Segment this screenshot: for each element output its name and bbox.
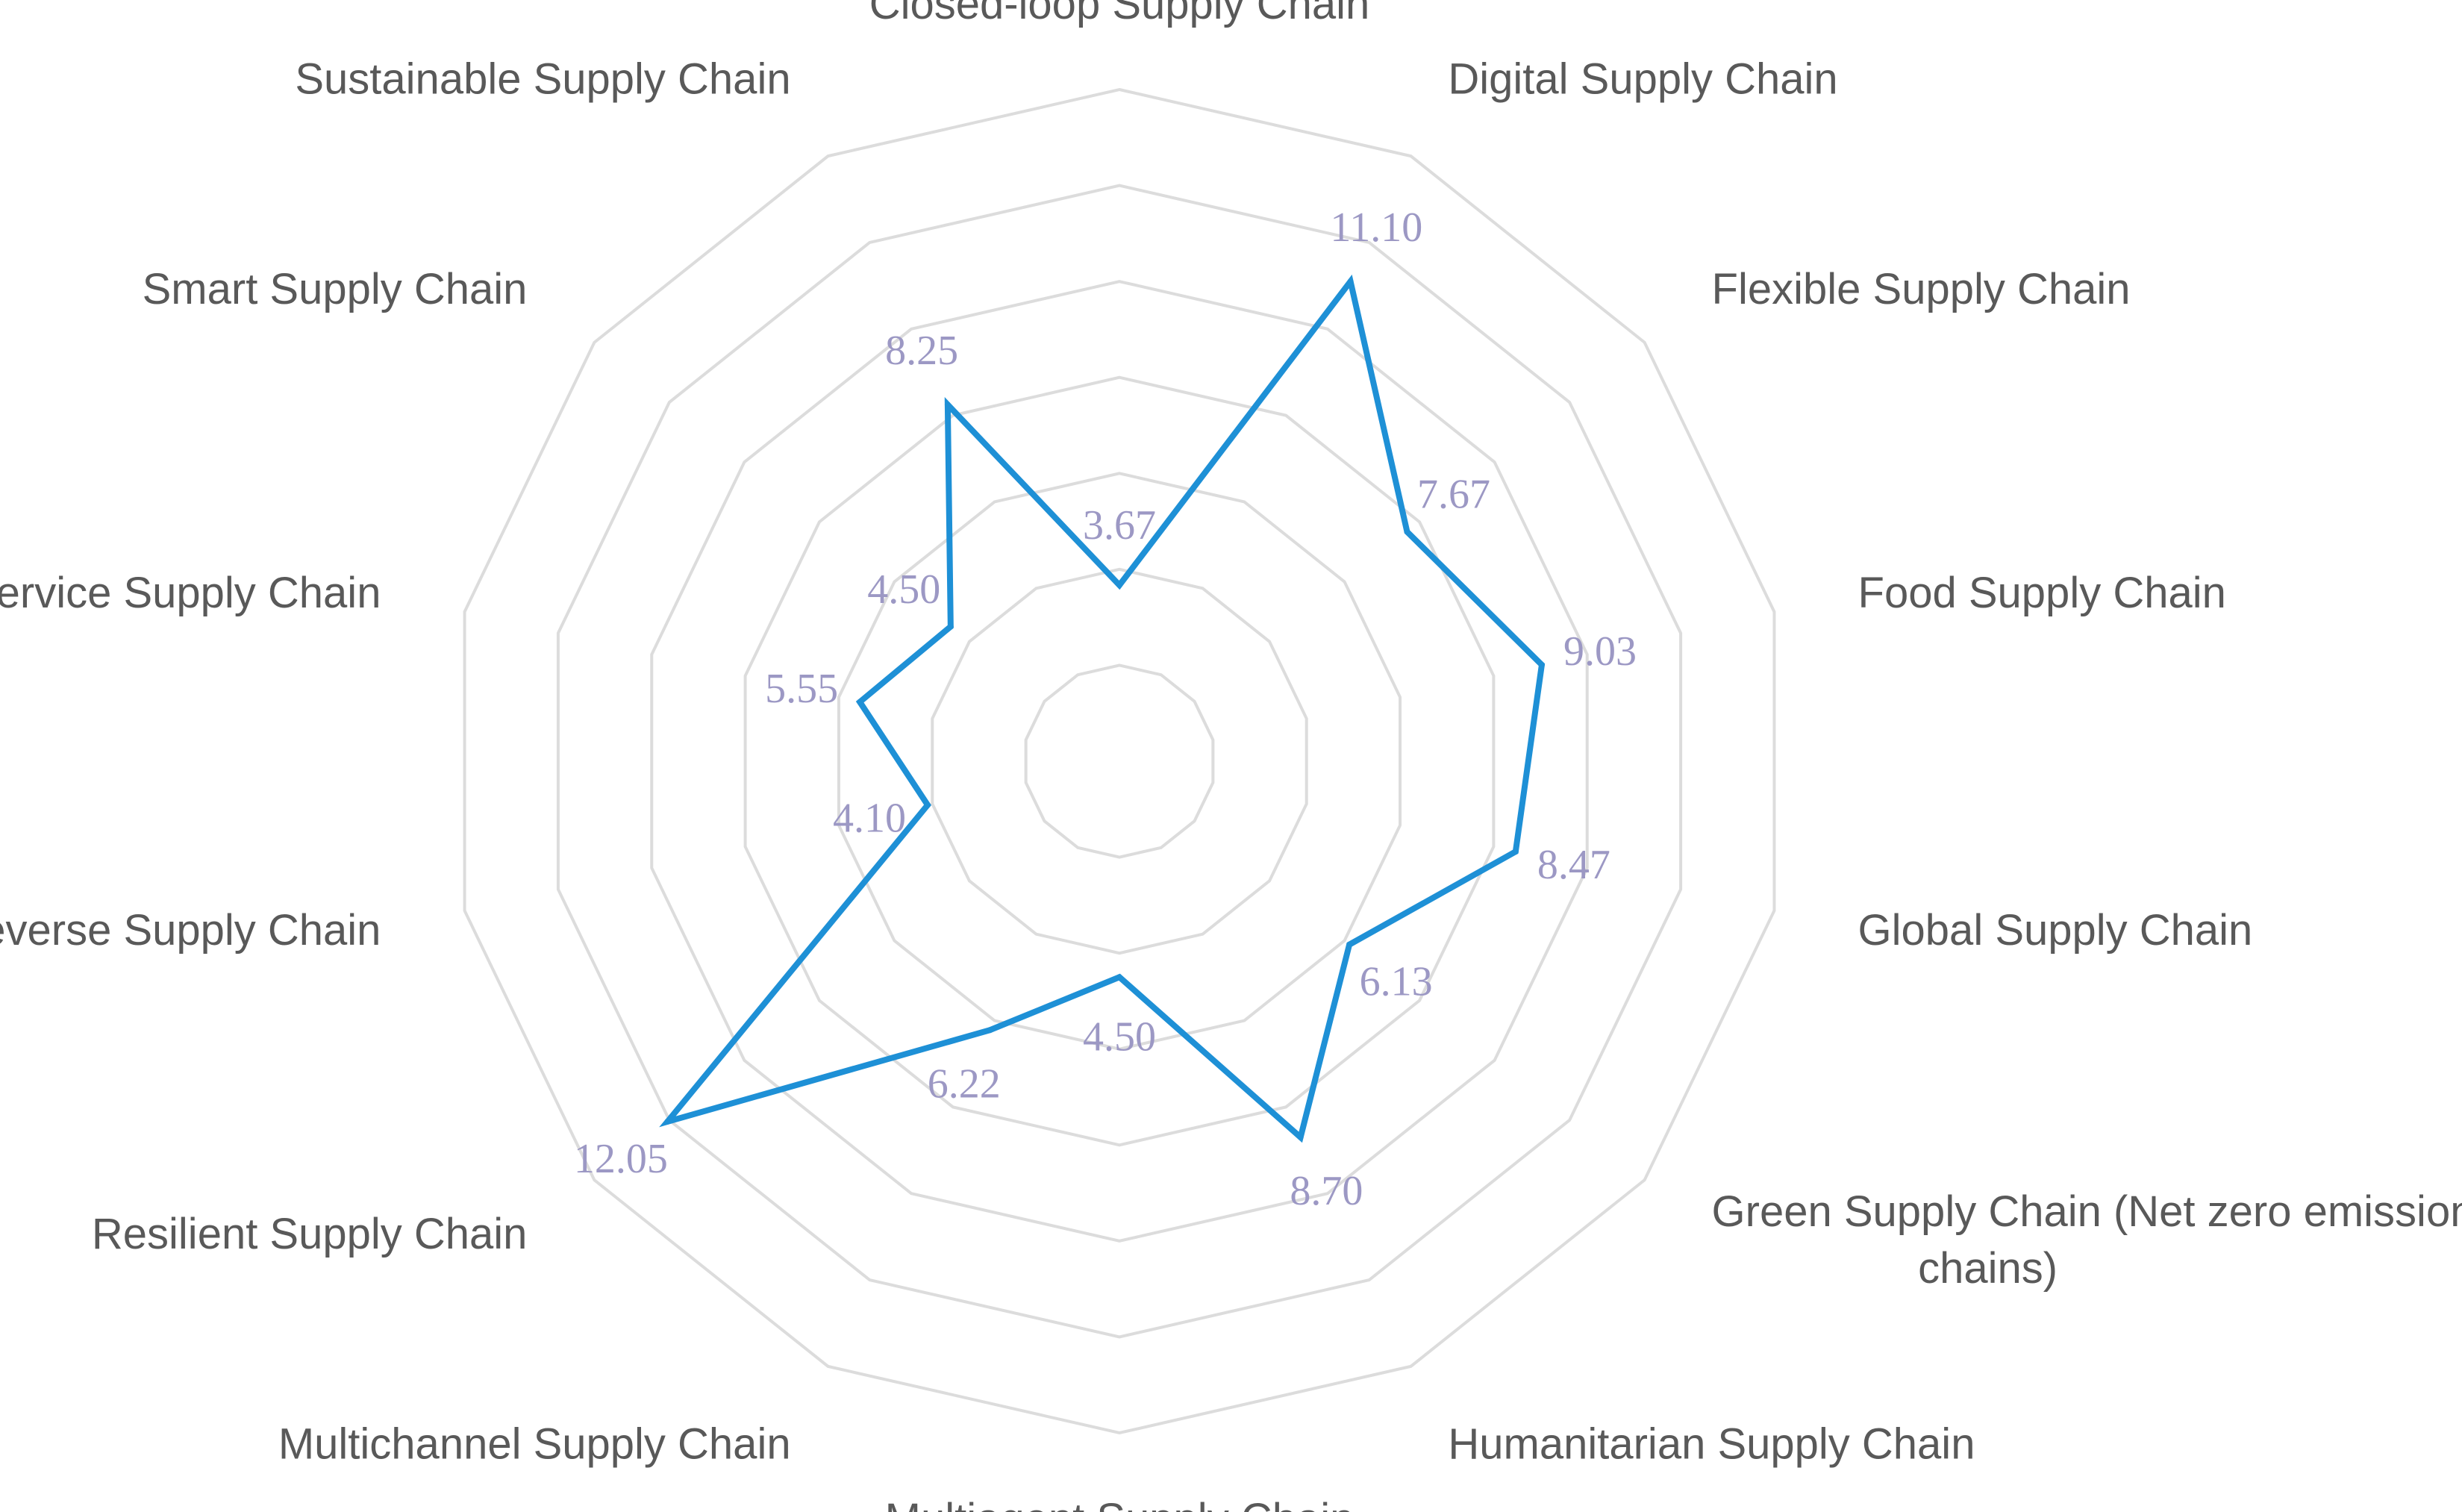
grid-ring-2 — [931, 567, 1308, 955]
value-label-3: 7.67 — [1417, 472, 1490, 518]
data-point-12 — [857, 699, 863, 705]
data-point-13 — [947, 623, 954, 630]
data-point-3 — [1404, 528, 1410, 535]
series-group — [659, 274, 1546, 1143]
data-point-5 — [1512, 849, 1519, 855]
grid-ring-7 — [463, 87, 1776, 1435]
axis-label-11: Reverse Supply Chain — [0, 906, 381, 955]
value-labels: 3.67 11.10 7.67 9.03 8.47 6.13 8.70 4.50 6.22 12.… — [574, 204, 1637, 1214]
value-label-7: 8.70 — [1290, 1168, 1363, 1214]
axis-label-9: Multichannel Supply Chain — [278, 1419, 791, 1468]
value-label-9: 6.22 — [928, 1060, 1001, 1107]
grid-ring-5 — [650, 280, 1589, 1243]
value-label-4: 9.03 — [1563, 628, 1637, 675]
value-label-11: 4.10 — [833, 795, 906, 841]
grid-ring-6 — [556, 184, 1683, 1339]
axis-label-8: Multiagent Supply Chain — [885, 1495, 1355, 1512]
axis-label-10: Resilient Supply Chain — [92, 1210, 528, 1258]
axis-label-3: Flexible Supply Chain — [1712, 265, 2131, 313]
data-point-2 — [1347, 278, 1354, 285]
value-label-1: 3.67 — [1083, 502, 1156, 549]
data-point-9 — [987, 1027, 993, 1034]
axis-label-14: Sustainable Supply Chain — [295, 55, 790, 104]
axis-label-2: Digital Supply Chain — [1448, 55, 1837, 104]
value-label-12: 5.55 — [765, 666, 838, 712]
radar-grid — [463, 87, 1776, 1435]
grid-ring-1 — [1024, 663, 1215, 859]
data-point-14 — [944, 402, 951, 408]
value-label-2: 11.10 — [1330, 204, 1422, 251]
data-point-11 — [925, 802, 931, 808]
value-label-8: 4.50 — [1083, 1013, 1156, 1060]
axis-label-4: Food Supply Chain — [1858, 569, 2226, 617]
axis-label-5: Global Supply Chain — [1858, 906, 2253, 955]
data-point-8 — [1116, 974, 1122, 981]
grid-ring-3 — [837, 472, 1402, 1051]
value-label-6: 6.13 — [1360, 959, 1433, 1005]
data-point-6 — [1346, 941, 1353, 948]
axis-label-13: Smart Supply Chain — [143, 265, 528, 313]
axis-label-7: Humanitarian Supply Chain — [1448, 1419, 1975, 1468]
value-label-13: 4.50 — [867, 566, 940, 613]
data-point-1 — [1116, 582, 1122, 589]
axis-label-12: Service Supply Chain — [0, 569, 381, 617]
grid-ring-4 — [743, 375, 1496, 1147]
axis-label-1: Closed-loop Supply Chain — [869, 0, 1370, 28]
data-point-4 — [1538, 661, 1545, 668]
data-point-10 — [664, 1118, 671, 1125]
value-label-5: 8.47 — [1537, 842, 1610, 888]
axis-label-6: Green Supply Chain (Net zero emission su… — [1712, 1187, 2462, 1293]
value-label-14: 8.25 — [885, 328, 958, 374]
data-point-7 — [1297, 1134, 1304, 1140]
value-label-10: 12.05 — [574, 1136, 668, 1182]
